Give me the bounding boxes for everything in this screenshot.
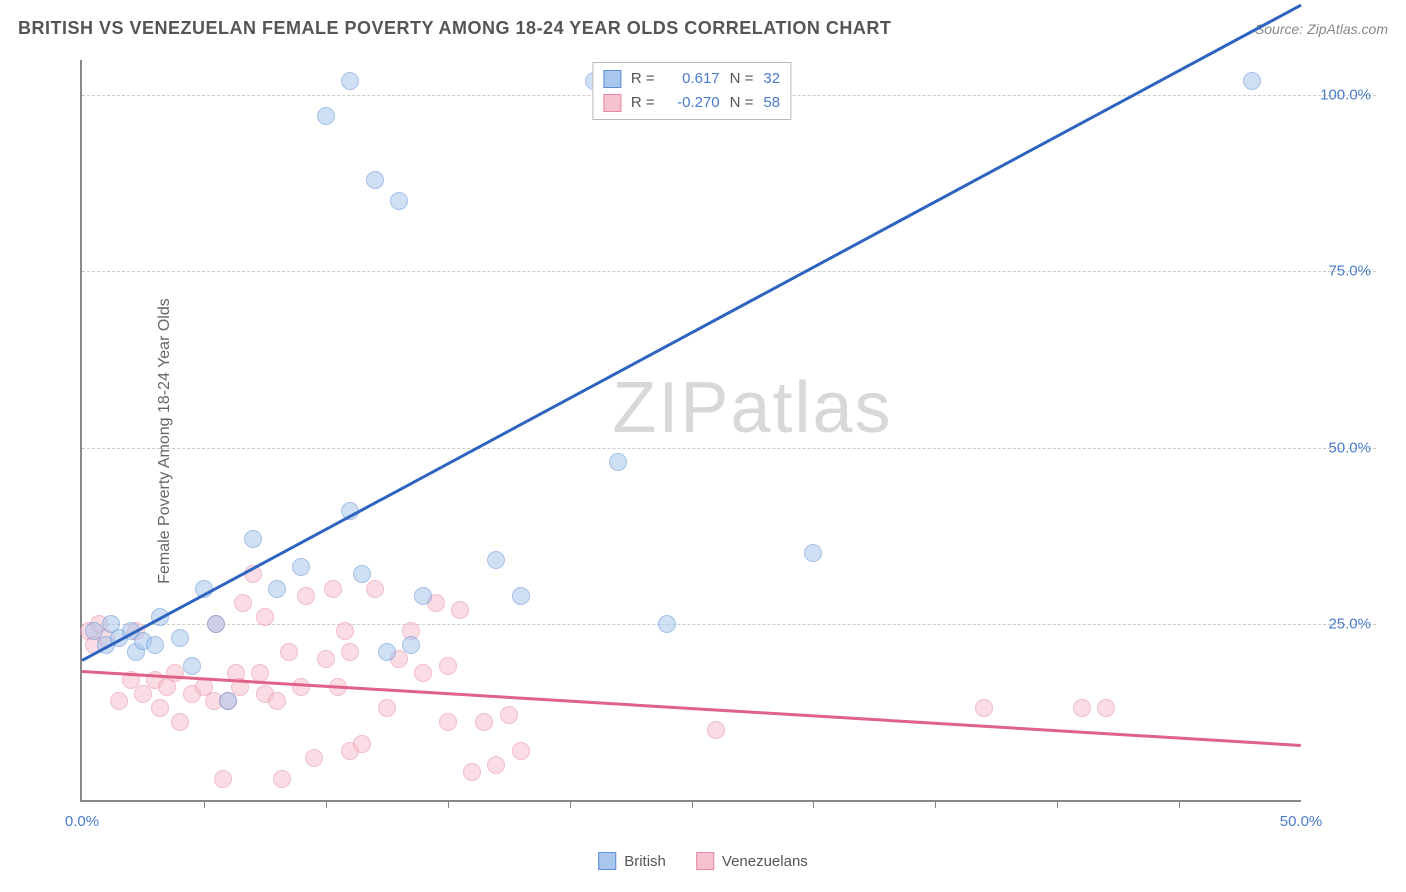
data-point: [378, 699, 396, 717]
chart-area: Female Poverty Among 18-24 Year Olds ZIP…: [50, 60, 1376, 822]
data-point: [475, 713, 493, 731]
data-point: [171, 629, 189, 647]
data-point: [487, 756, 505, 774]
data-point: [146, 636, 164, 654]
data-point: [317, 650, 335, 668]
data-point: [414, 664, 432, 682]
data-point: [378, 643, 396, 661]
x-tick: [935, 800, 936, 808]
y-tick-label: 75.0%: [1328, 263, 1371, 280]
legend-item-british: British: [598, 852, 666, 870]
data-point: [317, 107, 335, 125]
x-tick: [813, 800, 814, 808]
data-point: [324, 580, 342, 598]
correlation-legend: R = 0.617 N = 32 R = -0.270 N = 58: [592, 62, 791, 120]
data-point: [151, 699, 169, 717]
data-point: [512, 587, 530, 605]
data-point: [171, 713, 189, 731]
plot-region: ZIPatlas R = 0.617 N = 32 R = -0.270 N =…: [80, 60, 1301, 802]
data-point: [234, 594, 252, 612]
data-point: [219, 692, 237, 710]
gridline: [82, 624, 1376, 625]
swatch-british-icon: [598, 852, 616, 870]
x-tick: [448, 800, 449, 808]
chart-title: BRITISH VS VENEZUELAN FEMALE POVERTY AMO…: [18, 18, 891, 39]
swatch-venezuelans-icon: [696, 852, 714, 870]
x-tick: [204, 800, 205, 808]
gridline: [82, 271, 1376, 272]
data-point: [500, 706, 518, 724]
data-point: [305, 749, 323, 767]
data-point: [292, 678, 310, 696]
data-point: [341, 72, 359, 90]
y-tick-label: 100.0%: [1320, 87, 1371, 104]
data-point: [451, 601, 469, 619]
data-point: [658, 615, 676, 633]
data-point: [268, 692, 286, 710]
data-point: [292, 558, 310, 576]
data-point: [1073, 699, 1091, 717]
y-tick-label: 25.0%: [1328, 615, 1371, 632]
data-point: [609, 453, 627, 471]
data-point: [280, 643, 298, 661]
y-tick-label: 50.0%: [1328, 439, 1371, 456]
x-tick: [326, 800, 327, 808]
swatch-british: [603, 70, 621, 88]
data-point: [487, 551, 505, 569]
data-point: [414, 587, 432, 605]
data-point: [439, 657, 457, 675]
data-point: [975, 699, 993, 717]
data-point: [268, 580, 286, 598]
data-point: [341, 643, 359, 661]
trend-line: [82, 670, 1301, 746]
data-point: [110, 692, 128, 710]
x-tick-label: 0.0%: [65, 813, 99, 830]
data-point: [166, 664, 184, 682]
legend-row-venezuelans: R = -0.270 N = 58: [603, 91, 780, 115]
data-point: [336, 622, 354, 640]
series-legend: British Venezuelans: [598, 852, 808, 870]
data-point: [707, 721, 725, 739]
data-point: [273, 770, 291, 788]
data-point: [214, 770, 232, 788]
data-point: [463, 763, 481, 781]
data-point: [804, 544, 822, 562]
data-point: [183, 657, 201, 675]
gridline: [82, 448, 1376, 449]
x-tick: [1179, 800, 1180, 808]
source-attribution: Source: ZipAtlas.com: [1255, 21, 1388, 37]
data-point: [353, 565, 371, 583]
data-point: [366, 171, 384, 189]
data-point: [353, 735, 371, 753]
data-point: [439, 713, 457, 731]
data-point: [1243, 72, 1261, 90]
x-tick: [692, 800, 693, 808]
x-tick: [1057, 800, 1058, 808]
data-point: [244, 530, 262, 548]
swatch-venezuelans: [603, 94, 621, 112]
data-point: [1097, 699, 1115, 717]
data-point: [512, 742, 530, 760]
data-point: [207, 615, 225, 633]
data-point: [402, 636, 420, 654]
data-point: [134, 685, 152, 703]
legend-row-british: R = 0.617 N = 32: [603, 67, 780, 91]
data-point: [256, 608, 274, 626]
data-point: [390, 192, 408, 210]
legend-item-venezuelans: Venezuelans: [696, 852, 808, 870]
x-tick: [570, 800, 571, 808]
data-point: [366, 580, 384, 598]
data-point: [297, 587, 315, 605]
x-tick-label: 50.0%: [1280, 813, 1323, 830]
watermark: ZIPatlas: [612, 367, 892, 449]
